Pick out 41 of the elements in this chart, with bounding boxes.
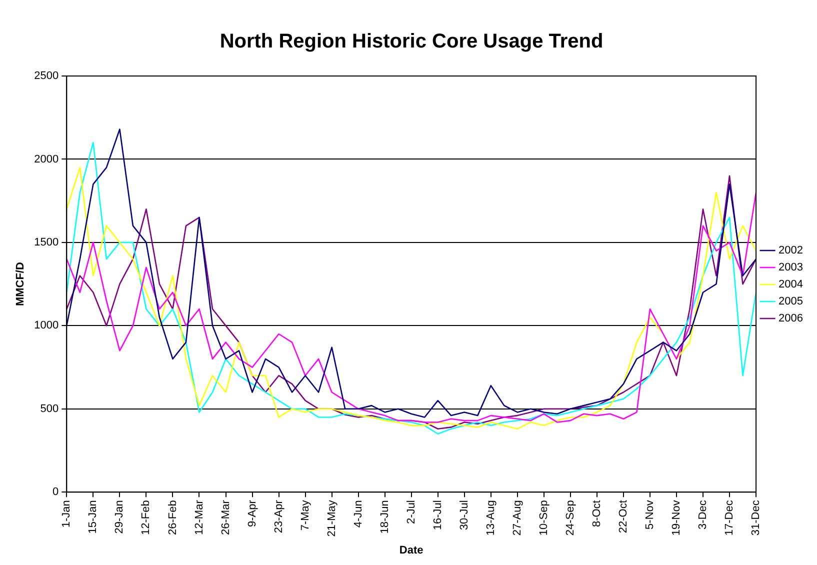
x-tick-label: 19-Nov [670,500,683,536]
x-tick-label: 8-Oct [590,500,603,528]
x-tick-label: 26-Mar [220,500,232,535]
x-tick-label: 26-Feb [166,500,179,535]
x-tick-label: 2-Jul [405,500,418,524]
x-tick-label: 16-Jul [432,500,444,530]
x-tick-label: 24-Sep [564,500,576,536]
y-tick-label: 500 [40,402,59,415]
x-tick-label: 18-Jun [378,500,391,534]
x-tick-label: 9-Apr [246,500,258,528]
x-tick-label: 29-Jan [114,500,126,534]
y-tick-label: 1500 [34,236,59,248]
x-tick-label: 30-Jul [458,500,470,530]
x-tick-label: 10-Sep [538,500,550,536]
y-tick-label: 1000 [34,320,59,332]
x-tick-label: 5-Nov [644,500,656,530]
y-axis-title: MMCF/D [14,262,27,306]
x-tick-label: 15-Jan [87,500,100,534]
y-tick-label: 0 [52,486,59,498]
x-tick-label: 1-Jan [60,500,73,528]
x-tick-label: 27-Aug [511,500,524,536]
x-axis-title: Date [399,544,424,556]
legend-label: 2003 [778,262,804,274]
x-tick-label: 21-May [326,500,338,537]
x-tick-label: 3-Dec [697,500,710,530]
legend-label: 2002 [778,244,804,257]
x-tick-label: 7-May [299,500,312,531]
y-tick-label: 2000 [34,153,59,166]
legend-label: 2006 [778,312,804,325]
legend-label: 2004 [778,278,804,291]
x-tick-label: 17-Dec [724,500,736,536]
x-tick-label: 22-Oct [617,500,630,534]
chart-title: North Region Historic Core Usage Trend [220,30,604,53]
x-tick-label: 12-Mar [193,500,206,535]
x-tick-label: 31-Dec [750,500,762,536]
x-tick-label: 13-Aug [484,500,497,536]
x-tick-label: 4-Jun [352,500,364,528]
legend-label: 2005 [778,296,804,308]
x-tick-label: 23-Apr [272,500,285,534]
x-tick-label: 12-Feb [140,500,152,535]
y-tick-label: 2500 [34,70,59,82]
